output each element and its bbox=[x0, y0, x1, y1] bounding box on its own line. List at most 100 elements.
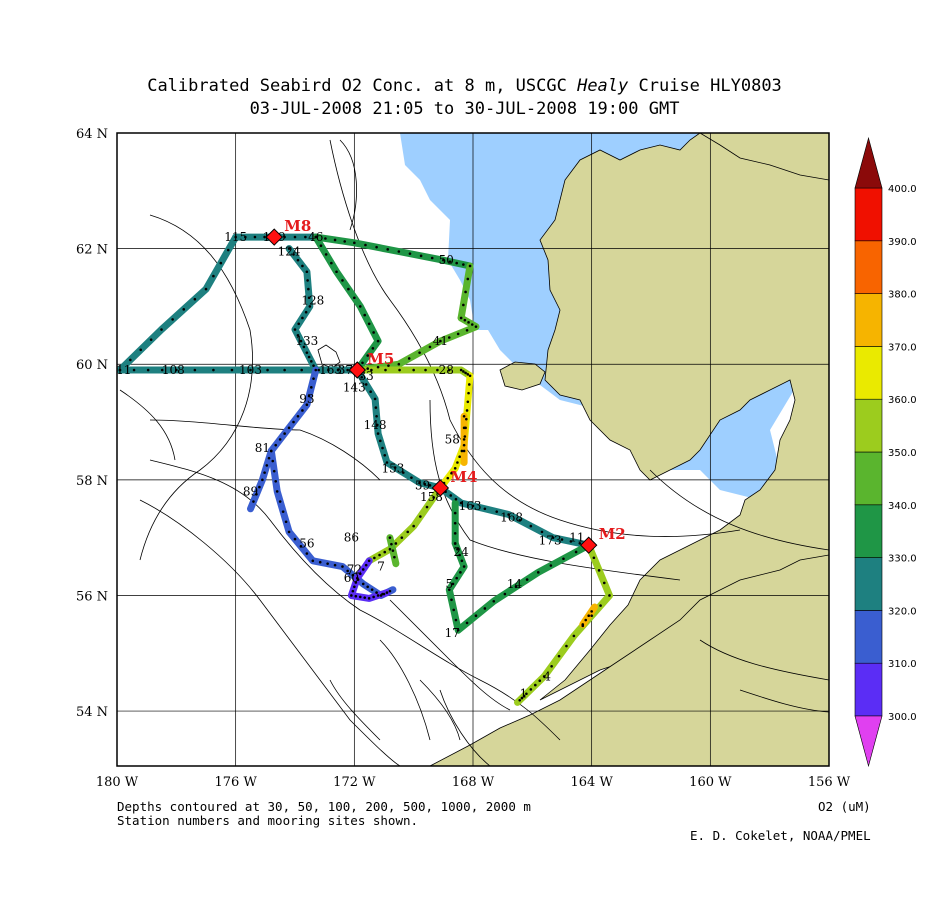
track-dot bbox=[275, 490, 279, 493]
track-dot bbox=[335, 270, 338, 274]
track-dot bbox=[450, 598, 453, 602]
track-dot bbox=[597, 569, 601, 572]
track-dot bbox=[549, 564, 553, 567]
track-dot bbox=[376, 432, 380, 435]
track-dot bbox=[263, 235, 266, 239]
track-dot bbox=[423, 482, 427, 486]
track-dot bbox=[590, 610, 593, 613]
track-dot bbox=[370, 368, 373, 372]
track-dot bbox=[324, 237, 327, 240]
colorbar-bin bbox=[854, 451, 883, 506]
lon-tick-label: 156 W bbox=[808, 775, 851, 790]
track-dot bbox=[452, 608, 456, 612]
track-dot bbox=[578, 541, 582, 545]
track-dot bbox=[412, 368, 415, 372]
track-dot bbox=[293, 537, 297, 541]
axis-tick-labels: 180 W 176 W 172 W 168 W 164 W 160 W 156 W 54 N 5… bbox=[76, 127, 851, 790]
track-dot bbox=[244, 235, 247, 239]
track-dot bbox=[171, 318, 174, 321]
track-dot bbox=[351, 589, 355, 593]
track-dot bbox=[301, 264, 304, 268]
track-dot bbox=[278, 500, 282, 503]
track-dot bbox=[458, 455, 461, 459]
station-label: 37 bbox=[338, 363, 353, 377]
colorbar-bin bbox=[854, 662, 883, 717]
station-label: 108 bbox=[162, 363, 185, 377]
track-dot bbox=[522, 694, 526, 698]
track-dot bbox=[418, 351, 421, 354]
track-dot bbox=[401, 471, 405, 474]
track-dot bbox=[274, 479, 278, 483]
track-dot bbox=[456, 547, 459, 551]
track-dot bbox=[347, 287, 350, 291]
station-label: 143 bbox=[343, 380, 366, 394]
track-dot bbox=[447, 588, 451, 591]
track-dot bbox=[454, 618, 458, 622]
track-dot bbox=[360, 375, 364, 379]
mooring-marker bbox=[431, 479, 450, 497]
track-dot bbox=[354, 581, 358, 584]
colorbar-label: 320.0 bbox=[888, 606, 917, 617]
track-dot bbox=[459, 571, 462, 574]
track-dot bbox=[363, 596, 367, 599]
track-dot bbox=[581, 623, 585, 626]
lon-tick-label: 168 W bbox=[452, 775, 495, 790]
colorbar-bin bbox=[854, 240, 883, 294]
mooring-label: M8 bbox=[284, 217, 311, 235]
track-dot bbox=[310, 386, 313, 389]
track-dot bbox=[367, 559, 371, 563]
track-dot bbox=[160, 368, 164, 372]
track-dot bbox=[424, 368, 427, 372]
track-dot bbox=[574, 550, 578, 554]
track-dot bbox=[307, 355, 311, 359]
track-dot bbox=[387, 364, 390, 367]
track-dot bbox=[587, 614, 590, 617]
track-dot bbox=[572, 634, 576, 638]
track-dot bbox=[569, 540, 573, 543]
track-dot bbox=[376, 339, 380, 343]
lat-tick-label: 62 N bbox=[76, 243, 108, 258]
track-dot bbox=[149, 338, 153, 341]
colorbar-label: 300.0 bbox=[888, 712, 917, 723]
track-dot bbox=[391, 549, 395, 552]
track-dot bbox=[584, 618, 588, 622]
track-dot bbox=[529, 688, 533, 691]
track-dot bbox=[599, 604, 602, 607]
track-dot bbox=[447, 336, 451, 339]
track-dot bbox=[175, 368, 178, 372]
track-dot bbox=[464, 371, 467, 375]
track-dot bbox=[266, 368, 269, 372]
units-label: O2 (uM) bbox=[818, 799, 871, 814]
lat-tick-label: 58 N bbox=[76, 474, 108, 489]
track-dot bbox=[462, 438, 466, 441]
track-dot bbox=[507, 513, 510, 516]
track-dot bbox=[463, 318, 467, 322]
track-dot bbox=[330, 261, 333, 265]
colorbar-bin bbox=[854, 557, 883, 611]
track-dot bbox=[562, 557, 565, 561]
track-dot bbox=[551, 536, 555, 539]
track-dot bbox=[448, 260, 452, 263]
track-dot bbox=[193, 297, 197, 301]
track-dot bbox=[419, 254, 423, 258]
track-dot bbox=[226, 248, 230, 252]
moorings: M8 M5 M4 M2 bbox=[265, 217, 626, 554]
track-dot bbox=[520, 696, 524, 700]
track-dot bbox=[525, 578, 529, 581]
track-dot bbox=[518, 519, 522, 522]
track-dot bbox=[263, 471, 266, 474]
track-dot bbox=[592, 556, 596, 560]
station-label: 86 bbox=[344, 531, 359, 545]
track-dot bbox=[371, 347, 375, 350]
track-dot bbox=[446, 476, 450, 480]
track-dot bbox=[212, 274, 215, 278]
track-dot bbox=[378, 439, 382, 443]
nunivak-island bbox=[499, 361, 546, 391]
track-dot bbox=[287, 426, 291, 430]
track-dot bbox=[398, 368, 401, 372]
track-dot bbox=[358, 595, 362, 599]
colorbar-label: 310.0 bbox=[888, 659, 917, 670]
track-dot bbox=[376, 423, 379, 427]
lat-tick-label: 54 N bbox=[76, 705, 108, 720]
track-dot bbox=[483, 607, 487, 610]
